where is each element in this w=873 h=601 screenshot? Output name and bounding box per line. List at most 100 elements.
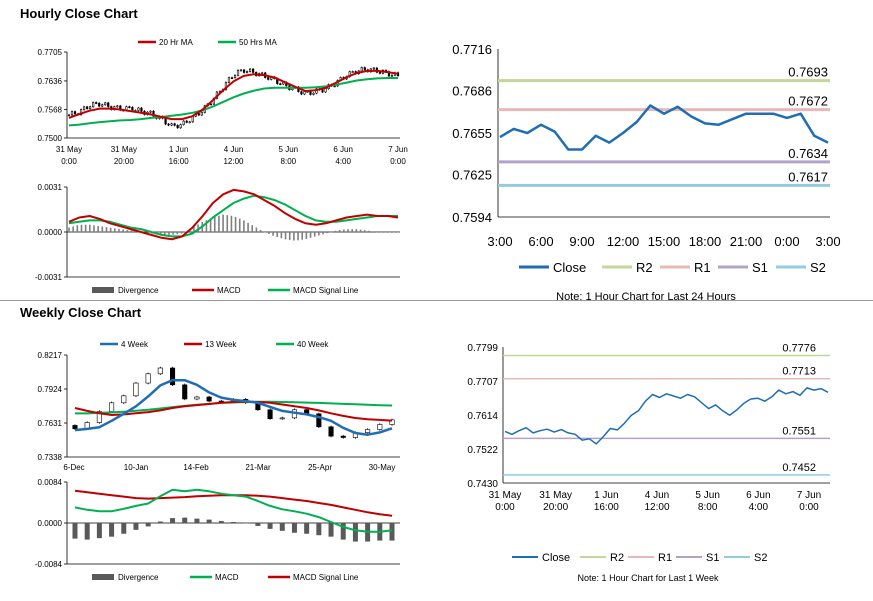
- weekly-1w-xtick-0-date: 31 May: [489, 490, 522, 501]
- hourly-price-candle-84: [321, 89, 324, 93]
- weekly-price-xtick-0: 6-Dec: [63, 463, 84, 472]
- hourly-price-candle-37: [179, 124, 182, 129]
- weekly-1w-xtick-4-time: 8:00: [698, 502, 718, 513]
- weekly-divergence-bar-4: [121, 523, 127, 534]
- weekly-divergence-bar-10: [194, 518, 200, 523]
- weekly-price-candle-8: [169, 367, 176, 386]
- hourly-price-candle-33: [167, 123, 170, 126]
- section-divider: [0, 300, 873, 301]
- weekly-divergence-bar-20: [316, 523, 322, 536]
- hourly-macd-legend-divergence-label: Divergence: [118, 286, 159, 295]
- weekly-price-candle-3: [109, 402, 115, 412]
- hourly-divergence-bar-79: [397, 232, 399, 233]
- weekly-divergence-bar-11: [206, 519, 212, 523]
- weekly-divergence-bar-15: [255, 523, 261, 526]
- hourly-divergence-bar-6: [93, 225, 95, 232]
- hourly-divergence-bar-65: [338, 230, 341, 232]
- hourly-price-candle-5: [82, 106, 86, 110]
- hourly-divergence-bar-9: [105, 227, 108, 232]
- weekly-divergence-bar-13: [231, 522, 236, 523]
- weekly-divergence-bar-8: [170, 518, 176, 523]
- weekly-price-candle-0: [72, 425, 78, 430]
- weekly-1w-xtick-2-time: 16:00: [594, 502, 619, 513]
- hourly-24h-xtick-0: 3:00: [487, 234, 512, 249]
- hourly-price-xtick-0-time: 0:00: [61, 157, 77, 166]
- weekly-1w-close-line: [504, 387, 829, 445]
- hourly-divergence-bar-63: [330, 231, 333, 233]
- weekly-price-xtick-4: 25-Apr: [308, 463, 332, 472]
- weekly-legend-ma40-label: 40 Week: [297, 340, 329, 349]
- hourly-price-candle-13: [107, 102, 110, 107]
- hourly-price-ytick-label-3: 0.7500: [38, 134, 63, 143]
- hourly-price-candle-23: [137, 107, 140, 111]
- weekly-divergence-bar-7: [157, 521, 163, 523]
- weekly-divergence-bar-9: [182, 517, 188, 523]
- hourly-divergence-bar-8: [101, 226, 104, 232]
- weekly-ma13-line: [74, 400, 393, 422]
- hourly-24h-ytick-label-2: 0.7655: [452, 126, 492, 141]
- hourly-ma50-line: [68, 77, 398, 127]
- weekly-1w-level-label-r2: 0.7776: [782, 342, 816, 354]
- hourly-divergence-bar-35: [213, 216, 216, 232]
- hourly-price-candle-66: [267, 77, 270, 80]
- weekly-macd-legend-macd-label: MACD: [215, 573, 239, 582]
- hourly-divergence-bar-70: [359, 229, 362, 232]
- hourly-price-candle-9: [95, 102, 98, 104]
- hourly-divergence-bar-39: [230, 215, 233, 232]
- hourly-divergence-bar-47: [263, 232, 266, 233]
- hourly-divergence-bar-59: [313, 232, 316, 237]
- hourly-price-candle-11: [101, 104, 104, 107]
- hourly-24h-level-label-r2: 0.7693: [788, 65, 828, 80]
- hourly-divergence-bar-4: [84, 224, 87, 232]
- hourly-price-candle-77: [300, 91, 303, 95]
- weekly-divergence-bar-19: [304, 523, 310, 534]
- weekly-divergence-bar-5: [133, 523, 139, 530]
- weekly-price-candle-17: [279, 417, 285, 420]
- weekly-divergence-bar-16: [267, 523, 273, 529]
- hourly-divergence-bar-61: [322, 232, 324, 235]
- weekly-divergence-bar-12: [218, 521, 224, 523]
- weekly-divergence-bar-21: [328, 523, 334, 537]
- hourly-price-candle-97: [360, 67, 363, 72]
- hourly-price-ytick-label-2: 0.7568: [38, 105, 63, 114]
- hourly-price-candle-78: [303, 91, 306, 95]
- weekly-divergence-bar-6: [145, 523, 151, 527]
- weekly-macd-line: [74, 488, 393, 533]
- hourly-price-xtick-5-date: 6 Jun: [333, 145, 353, 154]
- hourly-divergence-bar-56: [301, 232, 304, 240]
- weekly-macd-legend-divergence-swatch: [92, 574, 114, 580]
- weekly-1w-xtick-1-time: 20:00: [543, 502, 568, 513]
- hourly-divergence-bar-7: [97, 225, 99, 232]
- weekly-1w-xtick-2-date: 1 Jun: [594, 490, 618, 501]
- hourly-price-candle-44: [200, 112, 203, 116]
- hourly-divergence-bar-2: [76, 225, 79, 232]
- hourly-divergence-bar-0: [68, 227, 70, 232]
- weekly-price-candle-4: [121, 395, 127, 404]
- hourly-price-ytick-label-0: 0.7705: [38, 48, 63, 57]
- hourly-divergence-bar-38: [226, 215, 229, 232]
- hourly-divergence-bar-42: [243, 220, 245, 232]
- hourly-24h-xtick-8: 3:00: [815, 234, 840, 249]
- hourly-24h-legend-3-label: S1: [752, 260, 768, 275]
- hourly-divergence-bar-76: [384, 232, 387, 233]
- weekly-1w-xtick-1-date: 31 May: [539, 490, 572, 501]
- hourly-price-candle-101: [372, 67, 375, 70]
- weekly-price-candle-9: [182, 384, 188, 400]
- weekly-price-candle-6: [145, 373, 151, 384]
- weekly-price-candle-7: [157, 367, 163, 375]
- hourly-price-xtick-6-time: 0:00: [390, 157, 406, 166]
- weekly-price-candle-16: [267, 409, 273, 420]
- hourly-ma20-line: [68, 69, 399, 121]
- hourly-divergence-bar-64: [334, 230, 337, 232]
- hourly-macd-ytick-label-0: 0.0031: [38, 183, 63, 192]
- hourly-price-xtick-3-date: 4 Jun: [224, 145, 244, 154]
- hourly-divergence-bar-11: [114, 228, 116, 232]
- hourly-legend-ma50-label: 50 Hrs MA: [239, 38, 277, 47]
- hourly-divergence-bar-15: [130, 230, 133, 232]
- hourly-24h-xtick-6: 21:00: [730, 234, 763, 249]
- hourly-macd-legend-signal-label: MACD Signal Line: [293, 286, 359, 295]
- hourly-divergence-bar-54: [293, 232, 295, 241]
- weekly-divergence-bar-22: [340, 523, 346, 540]
- weekly-price-candle-20: [316, 413, 322, 428]
- weekly-price-ytick-label-3: 0.7338: [38, 453, 63, 462]
